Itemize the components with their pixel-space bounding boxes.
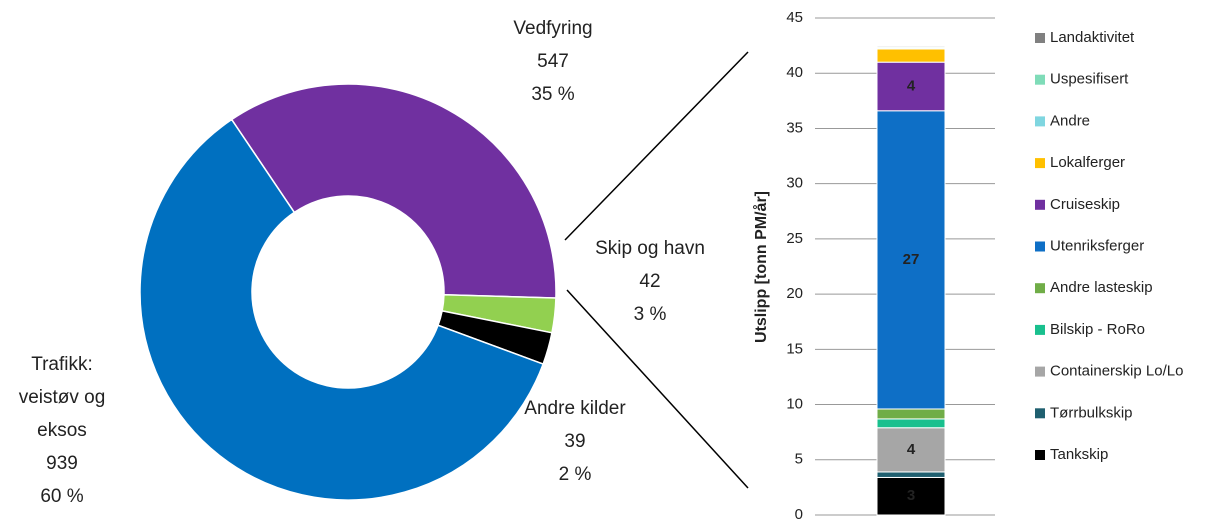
legend-swatch [1035,324,1045,335]
y-tick-label: 45 [786,9,803,26]
y-tick-label: 40 [786,64,803,81]
legend-swatch [1035,158,1045,169]
data-label: 4 [907,441,916,458]
y-tick-label: 10 [786,396,803,413]
legend-label: Cruiseskip [1050,196,1120,213]
category-label: Trafikk: veistøv og eksos [18,354,106,441]
data-label: 4 [907,77,916,94]
y-tick-label: 35 [786,119,803,136]
data-label: 3 [907,487,915,504]
legend-swatch [1035,116,1045,127]
bar-segment [876,45,946,48]
category-label: Skip og havn [595,238,705,259]
legend-label: Landaktivitet [1050,29,1135,46]
legend-swatch [1035,408,1045,419]
donut-segment [139,118,545,501]
legend-label: Uspesifisert [1050,71,1129,88]
donut-segment [230,83,557,299]
legend-swatch [1035,33,1045,43]
legend-label: Tankskip [1050,446,1108,463]
legend-label: Lokalferger [1050,154,1125,171]
percent-label: 3 % [633,304,667,325]
data-label: 27 [903,251,920,268]
donut-label: Trafikk: veistøv og eksos 939 60 % [19,348,106,513]
donut-label: Vedfyring 547 35 % [513,12,592,111]
y-tick-label: 15 [786,340,803,357]
value-label: 939 [46,453,78,474]
y-tick-label: 5 [795,451,803,468]
legend-label: Bilskip - RoRo [1050,321,1145,338]
legend-label: Utenriksferger [1050,237,1144,254]
legend-label: Containerskip Lo/Lo [1050,363,1183,380]
category-label: Vedfyring [513,18,593,39]
percent-label: 60 % [40,486,84,507]
legend-label: Andre lasteskip [1050,279,1153,296]
connector-line [566,289,749,489]
y-tick-label: 20 [786,285,803,302]
legend-label: Tørrbulkskip [1050,404,1133,421]
value-label: 547 [537,51,569,72]
value-label: 39 [564,431,586,452]
bar-segment [876,471,946,478]
bar-segment [876,418,946,429]
y-tick-label: 0 [795,506,803,520]
percent-label: 35 % [531,84,575,105]
legend-swatch [1035,74,1045,85]
y-tick-label: 25 [786,230,803,247]
legend-label: Andre [1050,112,1090,129]
value-label: 42 [639,271,661,292]
y-tick-label: 30 [786,175,803,192]
category-label: Andre kilder [524,398,626,419]
bar-segment [876,408,946,420]
bar-segment [876,476,946,516]
connector-line [564,51,749,241]
legend-swatch [1035,283,1045,294]
percent-label: 2 % [558,464,592,485]
legend-swatch [1035,366,1045,377]
donut-label: Andre kilder 39 2 % [524,392,625,491]
legend-swatch [1035,450,1045,460]
legend-swatch [1035,241,1045,252]
y-axis-title: Utslipp [tonn PM/år] [752,191,770,343]
donut-label: Skip og havn 42 3 % [595,232,705,331]
legend-swatch [1035,199,1045,210]
bar-segment [876,48,946,63]
bar-segment [876,110,946,410]
